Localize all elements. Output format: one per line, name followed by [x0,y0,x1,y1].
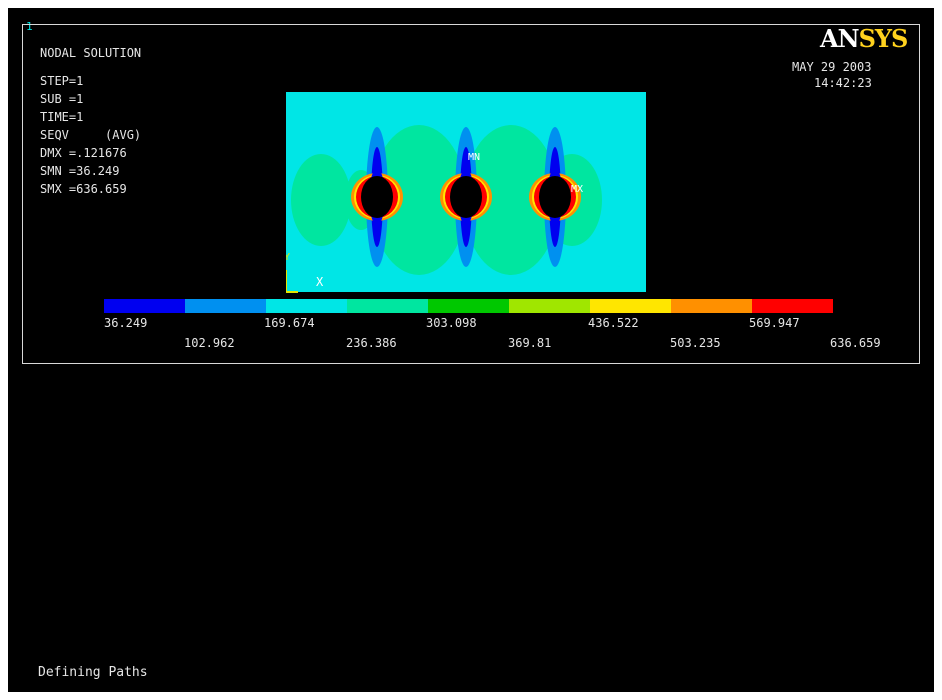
legend-label: 303.098 [426,316,477,330]
stress-lobe [463,125,559,275]
legend-swatch: #ff0000 [752,299,833,313]
header-line: NODAL SOLUTION [40,46,142,60]
window-number: 1 [26,20,33,33]
legend-label: 569.947 [749,316,800,330]
graphics-window: 1 NODAL SOLUTION STEP=1 SUB =1 TIME=1 SE… [8,8,934,692]
plot-date: MAY 29 2003 [792,60,872,74]
legend-label: 236.386 [346,336,397,350]
stress-lobe [291,154,351,246]
header-line: SMN =36.249 [40,164,120,178]
hole-contour [529,127,581,267]
legend-label: 436.522 [588,316,639,330]
legend-swatch: #00e6a0 [347,299,428,313]
header-line: SUB =1 [40,92,84,106]
legend-label: 503.235 [670,336,721,350]
contour-legend: #0000f0#0090f0#00e6e6#00e6a0#00c800#a0e6… [104,299,833,313]
plot-time: 14:42:23 [814,76,872,90]
legend-label: 102.962 [184,336,235,350]
plot-viewport[interactable] [22,24,920,364]
coordinate-triad: Y X [286,252,324,293]
legend-swatch: #0000f0 [104,299,185,313]
min-marker: MN [468,152,480,163]
hole-contour [440,127,492,267]
legend-label: 369.81 [508,336,552,350]
legend-label: 36.249 [104,316,148,330]
triad-x-label: X [316,275,324,289]
max-marker: MX [571,184,583,195]
ansys-logo: ANSYS [820,24,908,53]
status-prompt: Defining Paths [38,665,148,680]
legend-swatch: #a0e600 [509,299,590,313]
legend-swatch: #00e6e6 [266,299,347,313]
contour-plot[interactable]: MN MX Y X [286,92,648,296]
legend-swatch: #ff9000 [671,299,752,313]
triad-y-label: Y [286,252,290,263]
hole-contour [351,127,403,267]
header-line: TIME=1 [40,110,84,124]
header-line: DMX =.121676 [40,146,127,160]
legend-swatch: #00c800 [428,299,509,313]
legend-swatch: #0090f0 [185,299,266,313]
legend-label: 636.659 [830,336,881,350]
header-line: SMX =636.659 [40,182,127,196]
stress-lobe [371,125,467,275]
legend-label: 169.674 [264,316,315,330]
header-line: SEQV (AVG) [40,128,142,142]
legend-swatch: #ffe600 [590,299,671,313]
header-line: STEP=1 [40,74,84,88]
